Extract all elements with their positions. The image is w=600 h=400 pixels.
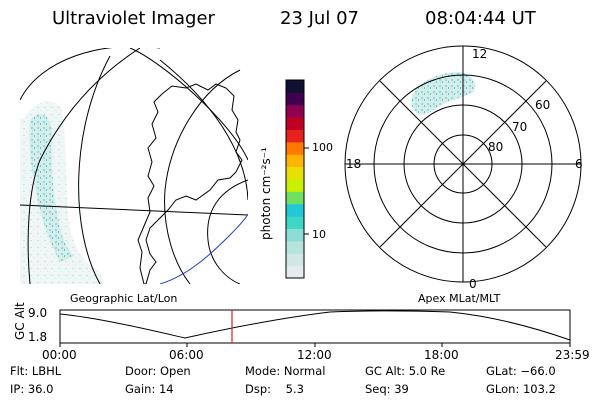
apex-projection-label: Apex MLat/MLT <box>418 292 501 305</box>
colorbar-tick-100: 100 <box>312 141 333 154</box>
mlat-label-80: 80 <box>488 140 504 154</box>
ground-track <box>159 213 248 284</box>
door-status: Door: Open <box>125 364 191 378</box>
colorbar-segment <box>286 92 304 106</box>
mlt-label-12: 12 <box>472 47 488 61</box>
colorbar-segment <box>286 117 304 130</box>
mlt-label-18: 18 <box>346 157 362 171</box>
seq-status: Seq: 39 <box>365 382 409 396</box>
date-label: 23 Jul 07 <box>280 8 359 29</box>
altitude-xtick-0600: 06:00 <box>169 348 204 362</box>
colorbar-segment <box>286 154 304 168</box>
filter-status: Flt: LBHL <box>10 364 62 378</box>
time-label: 08:04:44 UT <box>425 8 536 29</box>
altitude-curve <box>59 310 571 341</box>
colorbar-segment <box>286 166 304 180</box>
altitude-xtick-2359: 23:59 <box>555 348 590 362</box>
colorbar-segment <box>286 191 304 205</box>
instrument-title: Ultraviolet Imager <box>52 8 215 29</box>
glat-status: GLat: −66.0 <box>486 364 556 378</box>
ip-status: IP: 36.0 <box>10 382 54 396</box>
mlat-label-60: 60 <box>535 98 551 112</box>
colorbar-segment <box>286 104 304 118</box>
gc-alt-status: GC Alt: 5.0 Re <box>365 364 446 378</box>
mode-status: Mode: Normal <box>245 364 326 378</box>
colorbar-segment <box>286 179 304 192</box>
altitude-xtick-0000: 00:00 <box>42 348 77 362</box>
colorbar-segment <box>286 80 304 93</box>
altitude-xtick-1800: 18:00 <box>424 348 459 362</box>
colorbar-segment <box>286 129 304 143</box>
gain-status: Gain: 14 <box>125 382 174 396</box>
colorbar-segment <box>286 141 304 155</box>
altitude-xtick-1200: 12:00 <box>297 348 332 362</box>
colorbar-segment <box>286 228 304 242</box>
dsp-status: Dsp: 5.3 <box>245 382 304 396</box>
geographic-projection-label: Geographic Lat/Lon <box>70 292 178 305</box>
altitude-ylabel: GC Alt <box>13 302 27 340</box>
colorbar-segment <box>286 265 304 279</box>
colorbar-segment <box>286 203 304 217</box>
colorbar-segment <box>286 216 304 229</box>
altitude-ytick-low: 1.8 <box>28 330 48 344</box>
colorbar-tick-10: 10 <box>312 228 326 241</box>
continent-outline <box>137 83 243 284</box>
mlt-label-6: 6 <box>575 157 583 171</box>
altitude-ytick-high: 9.0 <box>28 306 48 320</box>
mlat-label-70: 70 <box>512 120 528 134</box>
colorbar-segment <box>286 253 304 267</box>
colorbar-segment <box>286 240 304 254</box>
glon-status: GLon: 103.2 <box>486 382 556 396</box>
aurora-emission-core <box>29 114 74 262</box>
mlt-label-0: 0 <box>469 277 477 291</box>
